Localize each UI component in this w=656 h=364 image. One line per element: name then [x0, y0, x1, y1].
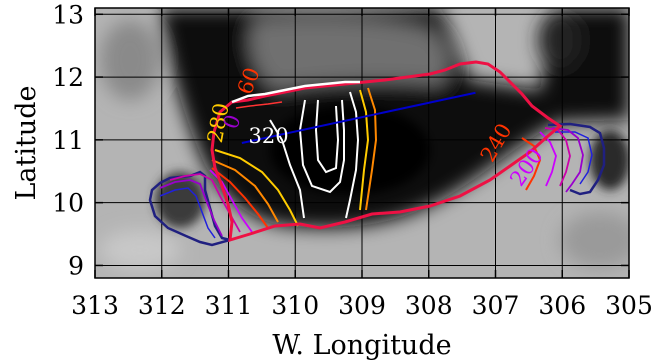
flow-outline-red [210, 60, 563, 243]
x-tick-label: 308 [405, 291, 453, 320]
y-tick-label: 10 [52, 189, 84, 218]
contour-label-320: 320 [249, 124, 289, 148]
isotherm-240 [211, 137, 542, 229]
x-axis-title: W. Longitude [272, 330, 451, 360]
x-tick-label: 311 [205, 291, 253, 320]
isotherm-320 [298, 99, 345, 194]
x-tick-label: 313 [71, 291, 119, 320]
flow-outline-white [231, 80, 360, 104]
profile-line [241, 91, 476, 144]
flow-outline-inner-red [235, 101, 283, 109]
y-axis-tick-labels: 13 12 11 10 9 [52, 0, 84, 280]
x-tick-label: 312 [138, 291, 186, 320]
flow-outline-navy-east [547, 122, 606, 196]
x-axis-tick-labels: 313 312 311 310 309 308 307 306 305 [71, 291, 653, 320]
x-tick-label: 309 [338, 291, 386, 320]
y-axis-title: Latitude [11, 85, 42, 200]
axis-ticks [94, 8, 630, 278]
x-tick-label: 307 [472, 291, 520, 320]
y-tick-label: 9 [68, 251, 84, 280]
x-tick-label: 305 [605, 291, 653, 320]
isotherm-purple [159, 127, 584, 237]
y-tick-label: 13 [52, 0, 84, 29]
isotherm-280 [214, 89, 370, 227]
contour-layer [148, 60, 606, 247]
y-tick-label: 11 [52, 126, 84, 155]
y-tick-label: 12 [52, 63, 84, 92]
isotherm-white-outer [269, 91, 360, 219]
x-tick-label: 306 [538, 291, 586, 320]
x-tick-label: 310 [271, 291, 319, 320]
flow-outline-navy [148, 170, 235, 247]
isotherm-orange [211, 87, 378, 223]
